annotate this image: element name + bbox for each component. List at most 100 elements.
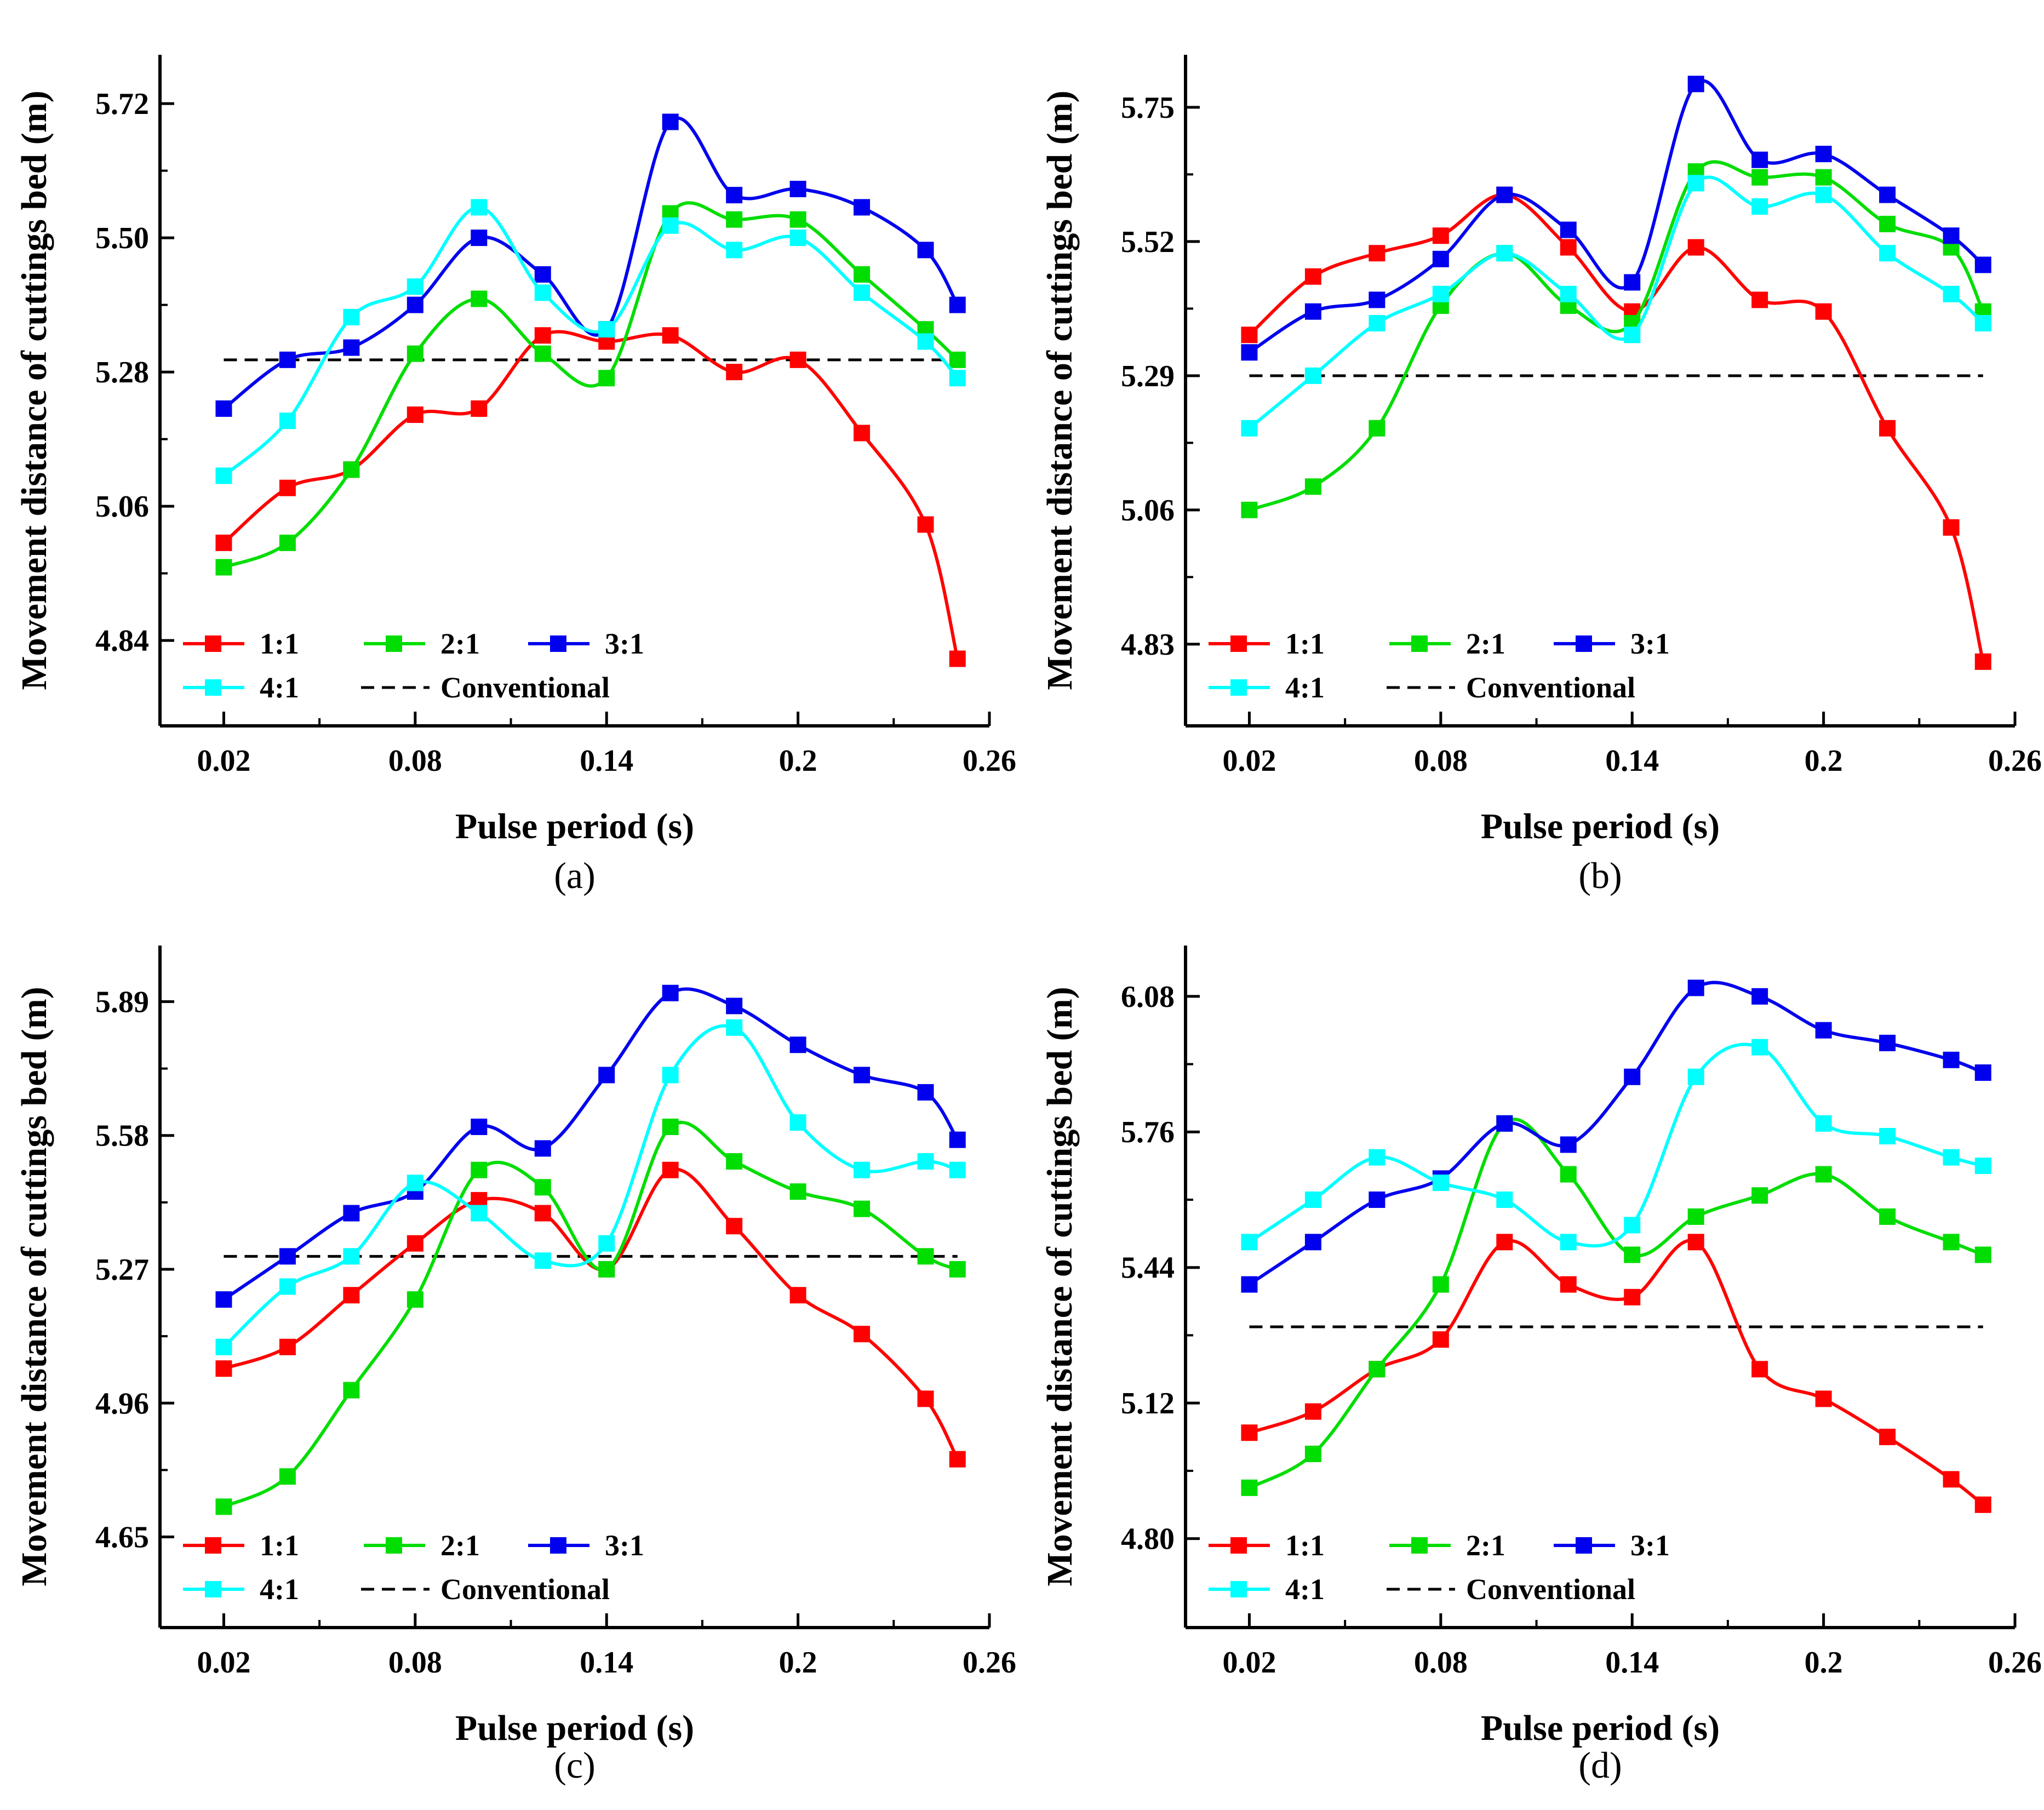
legend-label: Conventional — [440, 671, 610, 704]
legend-swatch-marker — [1576, 1537, 1592, 1554]
data-point-marker — [1624, 327, 1641, 343]
data-point-marker — [1751, 1039, 1768, 1056]
y-tick-label: 5.72 — [95, 87, 149, 121]
data-point-marker — [1369, 1191, 1385, 1208]
y-tick-label: 6.08 — [1121, 980, 1175, 1014]
data-point-marker — [726, 998, 743, 1015]
legend-label: 3:1 — [1630, 1529, 1670, 1562]
x-tick-label: 0.08 — [1414, 1646, 1468, 1680]
data-point-marker — [215, 1291, 232, 1308]
data-point-marker — [854, 1200, 871, 1217]
data-point-marker — [1241, 327, 1258, 343]
data-point-marker — [662, 1161, 679, 1178]
y-tick-label: 4.96 — [95, 1387, 149, 1420]
x-tick-label: 0.02 — [1222, 744, 1276, 778]
data-point-marker — [949, 351, 966, 368]
data-point-marker — [1751, 198, 1768, 215]
chart-panel-b: 4.83 5.06 5.29 5.52 5.75 0.02 0.08 0.14 0.2 0.26 P… — [1040, 55, 2042, 896]
legend-swatch-marker — [205, 1537, 221, 1554]
data-point-marker — [406, 296, 423, 313]
data-point-marker — [1879, 186, 1896, 203]
data-point-marker — [598, 370, 615, 387]
data-point-marker — [917, 1390, 934, 1407]
data-point-marker — [1369, 420, 1385, 437]
data-point-marker — [215, 1498, 232, 1515]
data-point-marker — [534, 1252, 551, 1269]
data-point-marker — [598, 1067, 615, 1084]
series-line-3-1 — [222, 987, 959, 1301]
data-point-marker — [534, 1140, 551, 1157]
x-tick-label: 0.02 — [197, 1646, 250, 1680]
data-point-marker — [854, 199, 871, 216]
x-tick-label: 0.14 — [580, 1646, 633, 1680]
x-tick-label: 0.14 — [580, 744, 633, 778]
series-line-2-1 — [223, 201, 959, 569]
data-point-marker — [726, 1153, 743, 1170]
data-point-marker — [1496, 245, 1513, 262]
data-point-marker — [789, 351, 806, 368]
data-point-marker — [949, 1131, 966, 1148]
data-point-marker — [1815, 1115, 1832, 1132]
data-point-marker — [534, 1179, 551, 1196]
data-point-marker — [1815, 1166, 1832, 1183]
series-line-1-1 — [1249, 1239, 1984, 1507]
data-point-marker — [471, 199, 488, 216]
data-point-marker — [279, 1248, 296, 1265]
data-point-marker — [1304, 1403, 1321, 1420]
series-line-4-1 — [222, 1024, 958, 1348]
data-point-marker — [1751, 1187, 1768, 1204]
x-tick-label: 0.2 — [1805, 1646, 1843, 1680]
legend-swatch-marker — [1230, 635, 1247, 652]
data-point-marker — [949, 650, 966, 667]
data-point-marker — [1751, 151, 1768, 168]
data-point-marker — [215, 559, 232, 576]
data-point-marker — [1624, 1217, 1641, 1234]
data-point-marker — [343, 339, 360, 356]
data-point-marker — [1560, 1136, 1577, 1153]
legend-swatch-marker — [386, 1537, 402, 1554]
series-line-4-1 — [222, 205, 959, 477]
chart-panel-c: 4.65 4.96 5.27 5.58 5.89 0.02 0.08 0.14 0.2 0.26 P… — [14, 946, 1016, 1786]
data-point-marker — [1241, 1479, 1258, 1496]
legend-swatch-marker — [1230, 1581, 1247, 1597]
y-tick-label: 4.80 — [1121, 1522, 1175, 1556]
data-point-marker — [1687, 1234, 1704, 1251]
data-point-marker — [1974, 1496, 1991, 1513]
data-point-marker — [406, 1175, 423, 1192]
data-point-marker — [1241, 501, 1258, 518]
data-point-marker — [917, 333, 934, 350]
data-point-marker — [789, 211, 806, 228]
data-point-marker — [1624, 1068, 1641, 1085]
data-point-marker — [1879, 1208, 1896, 1225]
x-tick-label: 0.26 — [963, 744, 1016, 778]
y-tick-label: 4.65 — [95, 1521, 149, 1555]
legend-label: 3:1 — [1630, 627, 1670, 660]
series-line-4-1 — [1248, 1043, 1984, 1248]
panel-label: (a) — [554, 855, 595, 896]
data-point-marker — [1496, 186, 1513, 203]
data-point-marker — [1496, 1234, 1513, 1251]
x-tick-label: 0.2 — [1805, 744, 1843, 778]
data-point-marker — [598, 321, 615, 338]
data-point-marker — [789, 181, 806, 197]
data-point-marker — [949, 1261, 966, 1278]
data-point-marker — [917, 1084, 934, 1101]
legend-label: 1:1 — [1285, 627, 1325, 660]
data-point-marker — [854, 425, 871, 442]
data-point-marker — [471, 230, 488, 247]
y-axis-title: Movement distance of cuttings bed (m) — [14, 987, 54, 1586]
panel-label: (c) — [554, 1744, 595, 1786]
y-tick-label: 5.52 — [1121, 225, 1175, 259]
data-point-marker — [1879, 420, 1896, 437]
legend-label: 2:1 — [440, 1529, 480, 1562]
y-tick-label: 5.75 — [1121, 91, 1175, 125]
y-tick-label: 5.76 — [1121, 1115, 1175, 1149]
data-point-marker — [1624, 1246, 1641, 1263]
data-point-marker — [854, 1326, 871, 1343]
data-point-marker — [726, 242, 743, 259]
series-line-3-1 — [222, 116, 959, 410]
x-tick-label: 0.14 — [1605, 1646, 1659, 1680]
y-tick-label: 5.44 — [1121, 1251, 1175, 1285]
data-point-marker — [949, 1451, 966, 1468]
